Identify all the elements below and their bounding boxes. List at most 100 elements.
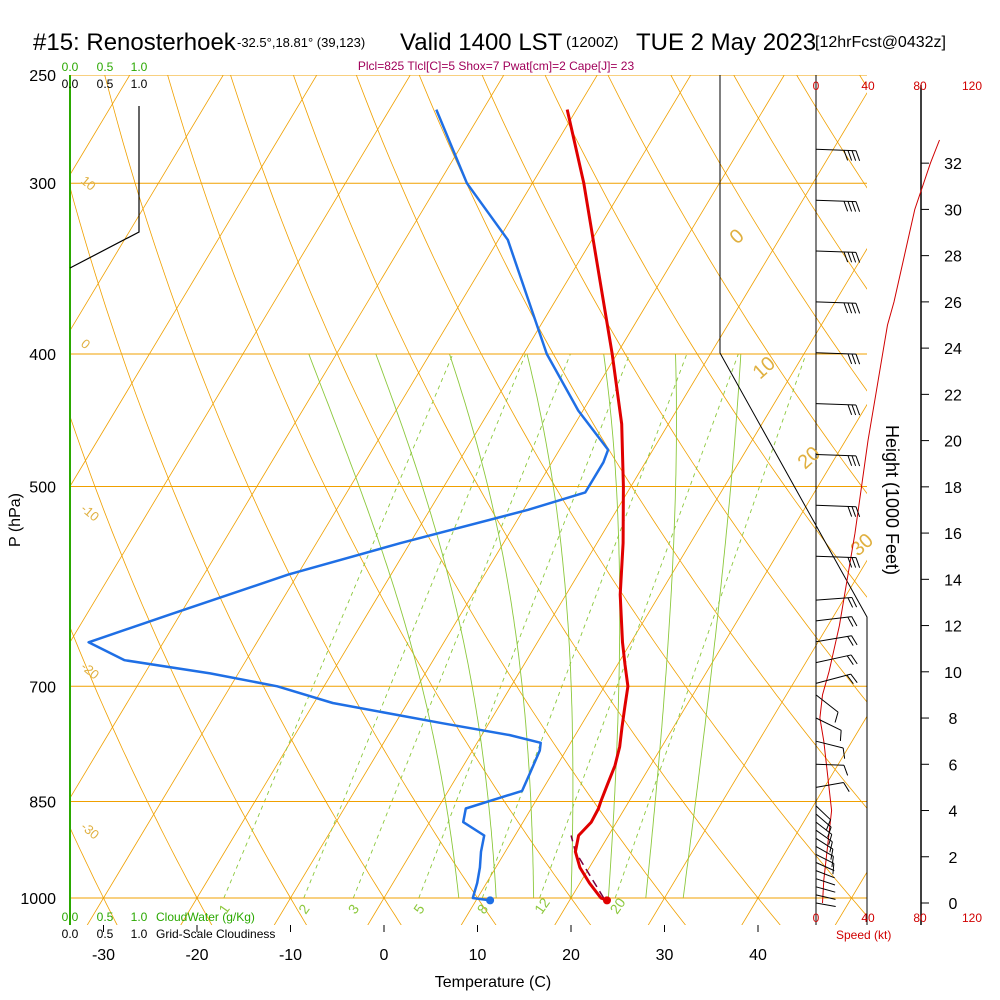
wind-barb-feather (847, 201, 853, 212)
height-axis-title: Height (1000 Feet) (882, 425, 902, 575)
cloud-scale-label: 1.0 (131, 910, 148, 924)
pressure-tick-label: 850 (29, 795, 56, 812)
forecast-info: [12hrFcst@0432z] (815, 34, 946, 51)
wind-barb-staff (815, 829, 833, 843)
wind-barb-staff (815, 902, 836, 907)
wind-barb-feather (851, 404, 857, 416)
wind-panel (815, 139, 940, 907)
wind-barb-feather (843, 302, 849, 314)
wind-barb (815, 301, 861, 314)
x-tick-label: 40 (749, 947, 767, 964)
wind-barb-feather (851, 557, 857, 568)
cloud-scale-label: 0.0 (62, 60, 79, 74)
cloud-scale-label: 0.5 (97, 927, 114, 941)
dewpoint-line (87, 109, 610, 902)
pressure-tick-label: 1000 (20, 891, 56, 908)
cloudwater-label: CloudWater (g/Kg) (156, 910, 255, 924)
theta-label: 10 (749, 352, 780, 383)
moist-adiabat-line (526, 353, 574, 899)
height-tick-label: 0 (949, 896, 958, 913)
isotherm-line (647, 559, 867, 925)
surface-temperature-point (602, 896, 611, 905)
wind-barb-staff (815, 862, 835, 872)
wind-barb (815, 504, 861, 517)
wind-barb (815, 199, 861, 212)
height-tick-label: 4 (949, 804, 958, 821)
height-tick-label: 16 (944, 526, 962, 543)
zulu-time: (1200Z) (566, 34, 619, 51)
wind-barb-staff (815, 148, 856, 152)
x-tick-label: -20 (185, 947, 208, 964)
plot-frame (69, 75, 922, 925)
wind-barb (815, 845, 834, 868)
wind-barb-feather (847, 597, 854, 608)
wind-barb (815, 894, 836, 900)
wind-barb (815, 853, 835, 875)
wind-barb-feather (850, 673, 858, 684)
wind-barb-staff (815, 878, 836, 886)
wind-barb-staff (815, 403, 856, 406)
forecast-date: TUE 2 May 2023 (636, 29, 816, 56)
cloud-scale-label: 1.0 (131, 927, 148, 941)
wind-barb-feather (850, 654, 858, 665)
wind-barb-staff (815, 596, 852, 601)
surface-dewpoint-point (486, 896, 495, 905)
speed-axis-title: Speed (kt) (836, 928, 891, 942)
wind-barb (815, 829, 833, 853)
height-tick-label: 8 (949, 711, 958, 728)
cloud-scale-label: 0.5 (97, 910, 114, 924)
height-tick-label: 24 (944, 341, 962, 358)
wind-barb (815, 837, 834, 860)
speed-tick-bottom: 40 (861, 911, 875, 925)
wind-barb-feather (847, 404, 853, 416)
isotherm-line (367, 92, 867, 925)
wind-barb-staff (815, 886, 836, 893)
wind-barb (815, 403, 861, 416)
stability-indices: Plcl=825 Tlcl[C]=5 Shox=7 Pwat[cm]=2 Cap… (358, 59, 635, 73)
wind-barb (815, 878, 836, 886)
wind-barb (815, 673, 858, 685)
wind-barb (815, 616, 858, 627)
wind-barb-feather (847, 251, 853, 263)
cloud-scale-label: 0.5 (97, 60, 114, 74)
isotherm-line (70, 75, 131, 176)
mixing-ratio-line (614, 353, 807, 899)
wind-barb (815, 782, 850, 792)
wind-barb-feather (847, 302, 853, 314)
isotherm-label: 0 (78, 336, 93, 352)
mixing-ratio-label: 2 (295, 901, 313, 917)
wind-barb-feather (832, 863, 835, 875)
moist-adiabat-line (603, 353, 621, 899)
pressure-tick-label: 500 (29, 480, 56, 497)
isotherm-line (70, 75, 505, 799)
wind-barb-feather (851, 353, 857, 365)
wind-barb (815, 352, 861, 365)
wind-barb-staff (815, 870, 835, 879)
x-tick-label: 10 (469, 947, 487, 964)
wind-barb (815, 870, 835, 879)
isotherm-line (70, 75, 224, 332)
wind-barb-feather (855, 455, 861, 467)
height-tick-label: 20 (944, 434, 962, 451)
wind-barb-feather (855, 353, 861, 365)
wind-barb-feather (855, 252, 861, 263)
wind-barb (815, 862, 835, 872)
height-tick-label: 32 (944, 156, 962, 173)
moist-adiabat-line (449, 353, 535, 898)
isotherm-line (70, 75, 318, 488)
dry-adiabat-line (670, 75, 867, 392)
height-tick-label: 14 (944, 572, 962, 589)
wind-barb (815, 902, 836, 907)
wind-barb-staff (815, 199, 856, 203)
wind-barb (815, 763, 849, 776)
speed-tick-bottom: 120 (962, 911, 982, 925)
wind-barb-feather (851, 302, 857, 314)
wind-barb-feather (851, 150, 857, 161)
wind-barb-feather (828, 834, 833, 845)
wind-barb-feather (846, 674, 854, 685)
wind-barb (815, 805, 831, 830)
theta-label: 20 (794, 442, 825, 473)
sounding-series (87, 109, 630, 905)
height-tick-label: 26 (944, 295, 962, 312)
isotherm-line (928, 51, 1000, 927)
